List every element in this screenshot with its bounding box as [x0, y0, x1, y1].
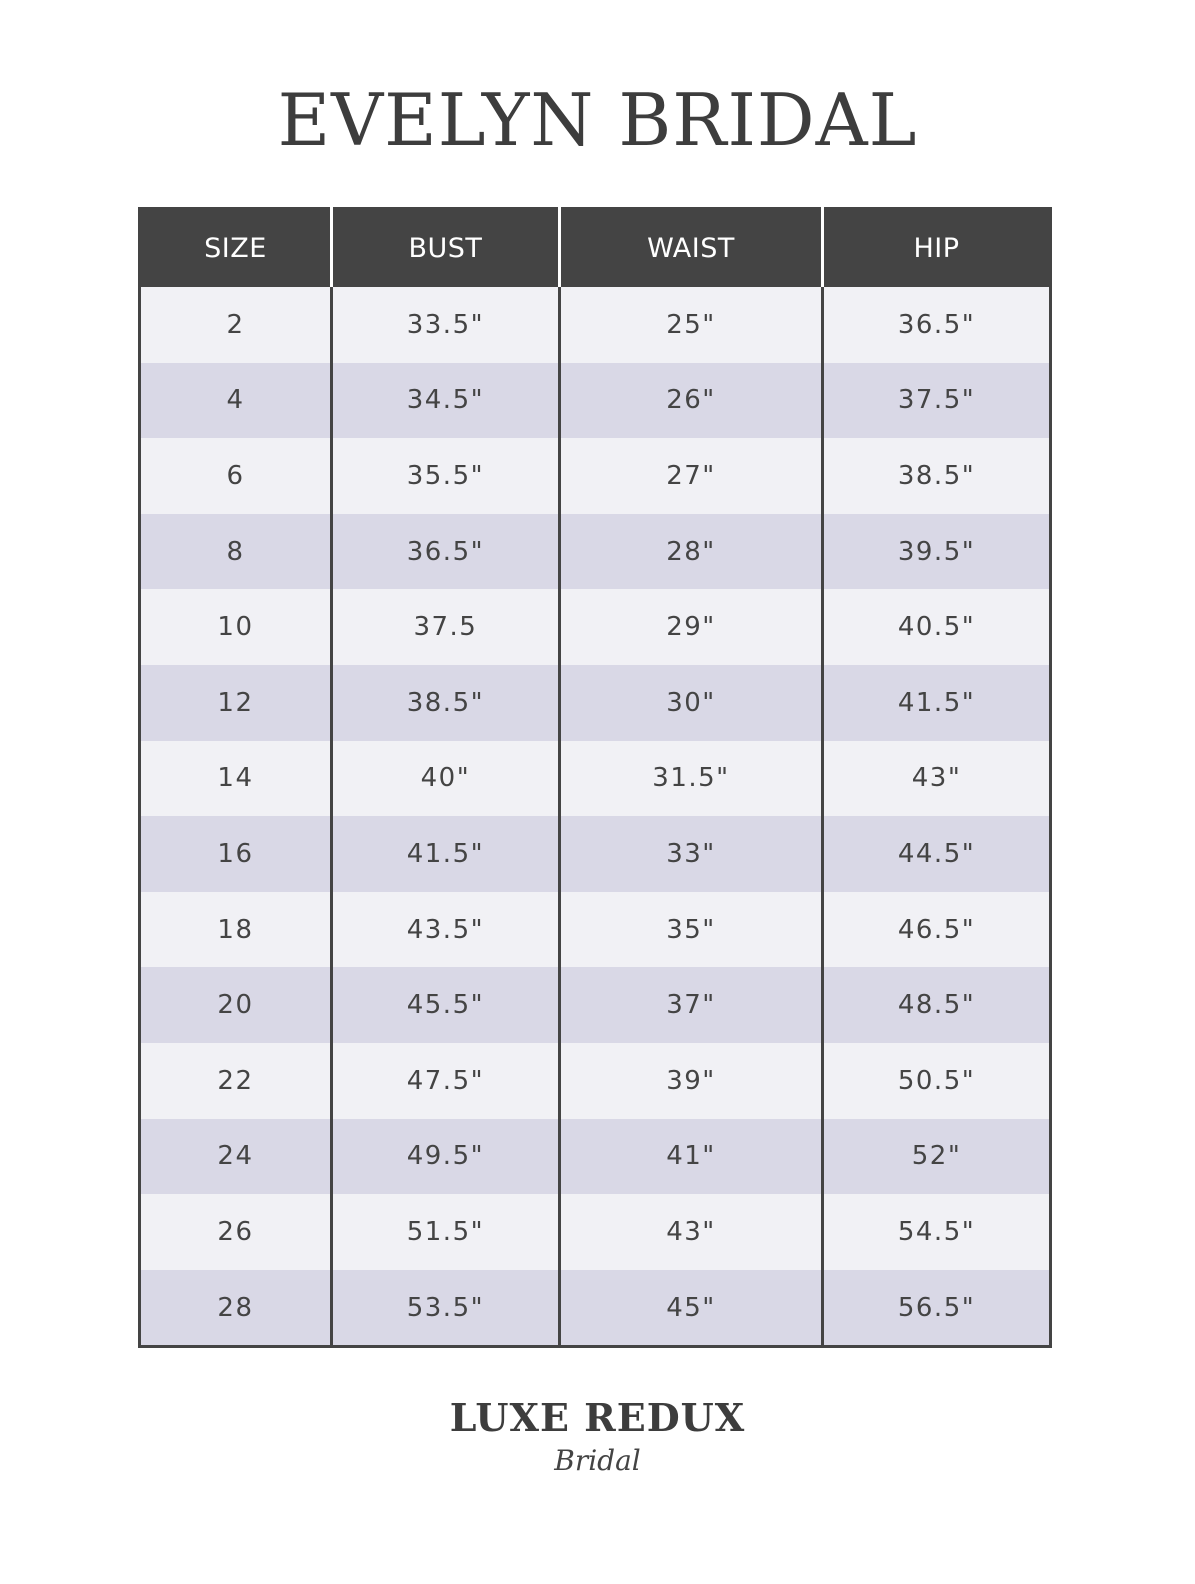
table-row: 2 33.5" 25" 36.5" — [139, 287, 1051, 363]
cell-hip: 52" — [821, 1118, 1051, 1195]
cell-bust: 34.5" — [329, 362, 560, 439]
cell-size: 20 — [139, 967, 332, 1043]
column-header-waist: WAIST — [557, 208, 823, 287]
table-row: 14 40" 31.5" 43" — [139, 740, 1051, 817]
cell-waist: 28" — [557, 513, 823, 590]
cell-waist: 41" — [557, 1118, 823, 1195]
cell-hip: 48.5" — [821, 967, 1051, 1043]
column-header-size: SIZE — [139, 208, 332, 287]
cell-waist: 30" — [557, 664, 823, 741]
table-row: 16 41.5" 33" 44.5" — [139, 816, 1051, 892]
cell-hip: 50.5" — [821, 1042, 1051, 1119]
cell-size: 2 — [139, 287, 332, 363]
column-header-hip: HIP — [821, 208, 1051, 287]
cell-bust: 35.5" — [329, 438, 560, 514]
table-row: 10 37.5 29" 40.5" — [139, 589, 1051, 665]
table-row: 20 45.5" 37" 48.5" — [139, 967, 1051, 1043]
cell-size: 12 — [139, 664, 332, 741]
cell-hip: 54.5" — [821, 1194, 1051, 1270]
cell-hip: 44.5" — [821, 816, 1051, 892]
logo-main-text: LUXE REDUX — [449, 1395, 746, 1440]
cell-size: 22 — [139, 1042, 332, 1119]
cell-bust: 51.5" — [329, 1194, 560, 1270]
cell-bust: 37.5 — [329, 589, 560, 665]
cell-size: 4 — [139, 362, 332, 439]
cell-waist: 35" — [557, 891, 823, 968]
cell-hip: 40.5" — [821, 589, 1051, 665]
cell-size: 28 — [139, 1269, 332, 1347]
table-header-row: SIZE BUST WAIST HIP — [139, 208, 1051, 287]
cell-size: 10 — [139, 589, 332, 665]
table-body: 2 33.5" 25" 36.5" 4 34.5" 26" 37.5" 6 35.5" 27" 38.… — [139, 287, 1051, 1347]
cell-waist: 33" — [557, 816, 823, 892]
cell-size: 18 — [139, 891, 332, 968]
cell-bust: 41.5" — [329, 816, 560, 892]
brand-logo: LUXE REDUX Bridal — [0, 1396, 1195, 1478]
cell-waist: 43" — [557, 1194, 823, 1270]
cell-size: 6 — [139, 438, 332, 514]
table-row: 8 36.5" 28" 39.5" — [139, 513, 1051, 590]
cell-hip: 46.5" — [821, 891, 1051, 968]
table-row: 4 34.5" 26" 37.5" — [139, 362, 1051, 439]
cell-bust: 53.5" — [329, 1269, 560, 1347]
size-chart-table: SIZE BUST WAIST HIP 2 33.5" 25" 36.5" 4 34.5" 26"… — [138, 207, 1052, 1349]
table-row: 12 38.5" 30" 41.5" — [139, 664, 1051, 741]
table-row: 6 35.5" 27" 38.5" — [139, 438, 1051, 514]
cell-bust: 33.5" — [329, 287, 560, 363]
cell-hip: 41.5" — [821, 664, 1051, 741]
cell-bust: 36.5" — [329, 513, 560, 590]
cell-hip: 37.5" — [821, 362, 1051, 439]
cell-size: 14 — [139, 740, 332, 817]
cell-bust: 47.5" — [329, 1042, 560, 1119]
cell-bust: 43.5" — [329, 891, 560, 968]
cell-waist: 37" — [557, 967, 823, 1043]
cell-waist: 45" — [557, 1269, 823, 1347]
table-row: 22 47.5" 39" 50.5" — [139, 1042, 1051, 1119]
table-row: 24 49.5" 41" 52" — [139, 1118, 1051, 1195]
cell-hip: 36.5" — [821, 287, 1051, 363]
cell-waist: 27" — [557, 438, 823, 514]
cell-size: 24 — [139, 1118, 332, 1195]
cell-size: 8 — [139, 513, 332, 590]
cell-waist: 39" — [557, 1042, 823, 1119]
cell-waist: 25" — [557, 287, 823, 363]
cell-size: 26 — [139, 1194, 332, 1270]
logo-script-text: Bridal — [554, 1444, 641, 1477]
table-row: 28 53.5" 45" 56.5" — [139, 1269, 1051, 1347]
cell-hip: 43" — [821, 740, 1051, 817]
cell-bust: 40" — [329, 740, 560, 817]
column-header-bust: BUST — [329, 208, 560, 287]
cell-waist: 29" — [557, 589, 823, 665]
cell-bust: 38.5" — [329, 664, 560, 741]
cell-hip: 56.5" — [821, 1269, 1051, 1347]
cell-bust: 49.5" — [329, 1118, 560, 1195]
page-title: EVELYN BRIDAL — [277, 78, 918, 162]
cell-waist: 31.5" — [557, 740, 823, 817]
cell-bust: 45.5" — [329, 967, 560, 1043]
cell-size: 16 — [139, 816, 332, 892]
table-row: 26 51.5" 43" 54.5" — [139, 1194, 1051, 1270]
cell-waist: 26" — [557, 362, 823, 439]
cell-hip: 39.5" — [821, 513, 1051, 590]
cell-hip: 38.5" — [821, 438, 1051, 514]
table-row: 18 43.5" 35" 46.5" — [139, 891, 1051, 968]
